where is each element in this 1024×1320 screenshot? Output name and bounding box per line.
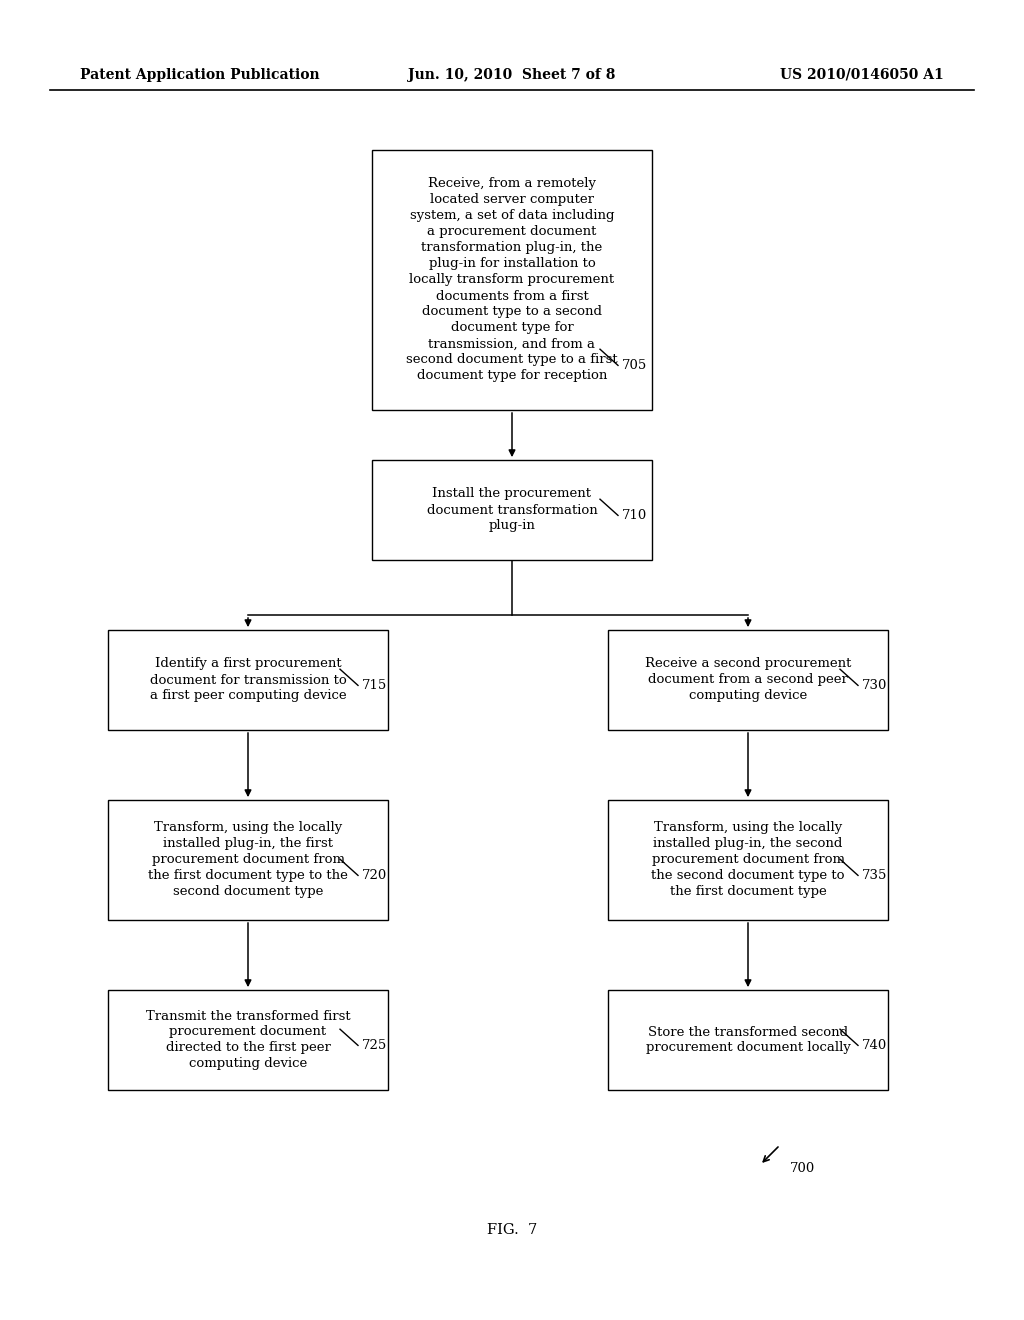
Text: 735: 735 — [862, 869, 888, 882]
Text: 705: 705 — [622, 359, 647, 372]
Text: Jun. 10, 2010  Sheet 7 of 8: Jun. 10, 2010 Sheet 7 of 8 — [409, 69, 615, 82]
Text: FIG.  7: FIG. 7 — [486, 1224, 538, 1237]
Text: Receive a second procurement
document from a second peer
computing device: Receive a second procurement document fr… — [645, 657, 851, 702]
Text: Transmit the transformed first
procurement document
directed to the first peer
c: Transmit the transformed first procureme… — [145, 1010, 350, 1071]
Bar — [372, 150, 652, 411]
Text: Store the transformed second
procurement document locally: Store the transformed second procurement… — [645, 1026, 851, 1055]
Text: Transform, using the locally
installed plug-in, the first
procurement document f: Transform, using the locally installed p… — [148, 821, 348, 899]
Bar — [608, 990, 888, 1090]
Text: 725: 725 — [362, 1039, 387, 1052]
Bar — [108, 990, 388, 1090]
Bar — [608, 800, 888, 920]
Text: 730: 730 — [862, 678, 888, 692]
Bar — [108, 630, 388, 730]
Text: Install the procurement
document transformation
plug-in: Install the procurement document transfo… — [427, 487, 597, 532]
Bar — [372, 459, 652, 560]
Bar — [608, 630, 888, 730]
Text: Transform, using the locally
installed plug-in, the second
procurement document : Transform, using the locally installed p… — [651, 821, 845, 899]
Text: US 2010/0146050 A1: US 2010/0146050 A1 — [780, 69, 944, 82]
Text: 700: 700 — [790, 1162, 815, 1175]
Bar — [108, 800, 388, 920]
Text: Receive, from a remotely
located server computer
system, a set of data including: Receive, from a remotely located server … — [407, 177, 617, 383]
Text: 720: 720 — [362, 869, 387, 882]
Text: 740: 740 — [862, 1039, 887, 1052]
Text: Identify a first procurement
document for transmission to
a first peer computing: Identify a first procurement document fo… — [150, 657, 346, 702]
Text: Patent Application Publication: Patent Application Publication — [80, 69, 319, 82]
Text: 715: 715 — [362, 678, 387, 692]
Text: 710: 710 — [622, 510, 647, 521]
